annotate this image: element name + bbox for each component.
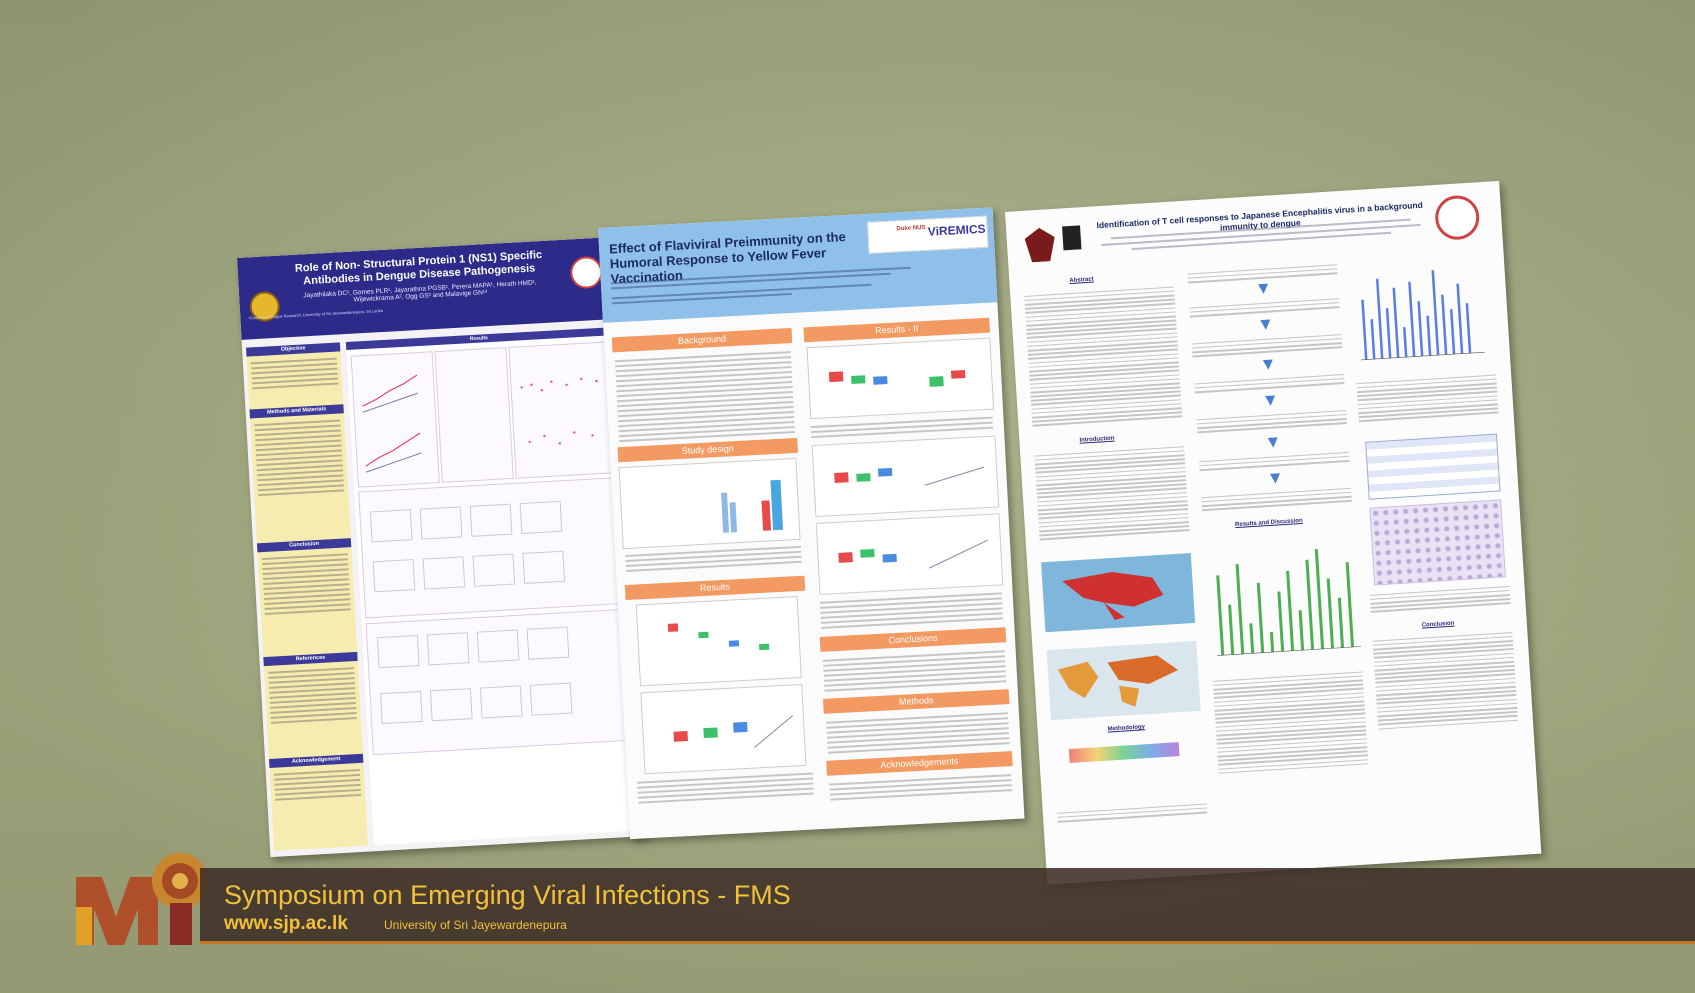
dengue-centre-seal: [1433, 194, 1481, 241]
figure-caption-box: [434, 347, 514, 483]
dot-plot-grid-lower: [365, 608, 633, 756]
flow-arrow: [1269, 473, 1281, 484]
line-chart-panel: [350, 351, 440, 488]
asia-map: [1041, 553, 1196, 633]
poster3-heading: Methodology: [1107, 724, 1146, 733]
results2-boxplot-b: [811, 435, 1000, 518]
banner-accent-strip: [200, 941, 1695, 944]
poster2-header: Effect of Flaviviral Preimmunity on the …: [598, 207, 998, 323]
methodology-diagram: [1068, 742, 1180, 764]
institute-logo: [1062, 225, 1082, 251]
scatter-panel: [508, 341, 618, 479]
poster-ns1-antibodies: Role of Non- Structural Protein 1 (NS1) …: [237, 237, 646, 858]
results-boxplot: [640, 683, 807, 775]
banner-university: University of Sri Jayewardenepura: [384, 918, 567, 932]
poster3-heading: Conclusion: [1421, 620, 1455, 629]
banner-background: [200, 868, 1695, 943]
flow-arrow: [1267, 437, 1279, 448]
dengue-centre-logo: [569, 255, 604, 290]
dot-plot-grid: [358, 477, 625, 619]
elispot-plate-image: [1369, 499, 1506, 586]
banner-title: Symposium on Emerging Viral Infections -…: [224, 880, 791, 910]
poster3-heading: Introduction: [1079, 435, 1115, 444]
poster2-right-column: Results - II Conclusions Methods Acknowl…: [803, 317, 1015, 821]
banner-url: www.sjp.ac.lk: [224, 913, 348, 934]
results-dotplot: [635, 596, 802, 687]
army-crest-logo: [1024, 227, 1056, 263]
results2-boxplot-a: [806, 337, 995, 420]
results-table: [1365, 433, 1501, 500]
world-map: [1046, 640, 1201, 721]
poster-japanese-encephalitis: Identification of T cell responses to Ja…: [1005, 180, 1542, 885]
flow-arrow: [1258, 283, 1269, 295]
poster2-left-column: Background Study design Results: [611, 328, 818, 831]
symposium-banner: Symposium on Emerging Viral Infections -…: [0, 868, 1695, 944]
poster1-results-area: Results: [345, 327, 640, 846]
results2-boxplot-c: [815, 513, 1004, 595]
flow-arrow: [1262, 359, 1274, 371]
poster-flaviviral-preimmunity: Effect of Flaviviral Preimmunity on the …: [598, 207, 1025, 840]
study-design-figure: [618, 457, 801, 550]
poster3-heading: Abstract: [1069, 276, 1094, 285]
green-bar-chart: [1204, 526, 1372, 666]
flow-arrow: [1265, 395, 1276, 407]
flow-arrow: [1260, 319, 1271, 331]
blue-bar-chart: [1349, 252, 1496, 371]
poster3-heading: Results and Discussion: [1234, 517, 1303, 529]
symposium-emblem-logo: [76, 853, 208, 945]
